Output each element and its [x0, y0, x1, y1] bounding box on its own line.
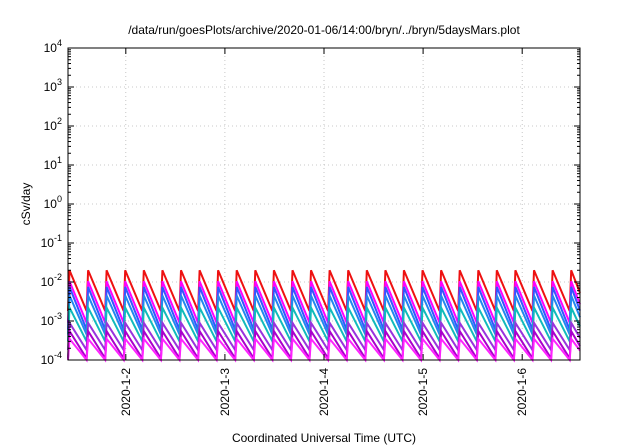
y-tick-label: 101: [44, 155, 62, 172]
y-tick-label: 100: [44, 194, 62, 211]
plot-area: [67, 269, 581, 363]
y-tick-label: 10-3: [41, 311, 62, 328]
y-tick-label: 10-4: [41, 350, 62, 367]
x-axis: 2020-1-2 2020-1-3 2020-1-4 2020-1-5 2020-1-6: [119, 48, 529, 416]
y-axis: 10-4 10-3 10-2 10-1 100 101 102 103 104: [41, 38, 580, 367]
y-axis-label: cSv/day: [19, 183, 33, 226]
y-tick-label: 104: [44, 38, 62, 55]
y-tick-label: 10-1: [41, 233, 62, 250]
x-axis-label: Coordinated Universal Time (UTC): [232, 431, 416, 445]
x-tick-label: 2020-1-3: [218, 368, 232, 416]
y-tick-label: 10-2: [41, 272, 62, 289]
y-tick-label: 102: [44, 116, 62, 133]
x-tick-label: 2020-1-6: [515, 368, 529, 416]
x-tick-label: 2020-1-4: [317, 368, 331, 416]
y-tick-label: 103: [44, 77, 62, 94]
chart-title: /data/run/goesPlots/archive/2020-01-06/1…: [128, 23, 520, 37]
x-tick-label: 2020-1-2: [119, 368, 133, 416]
x-tick-label: 2020-1-5: [416, 368, 430, 416]
